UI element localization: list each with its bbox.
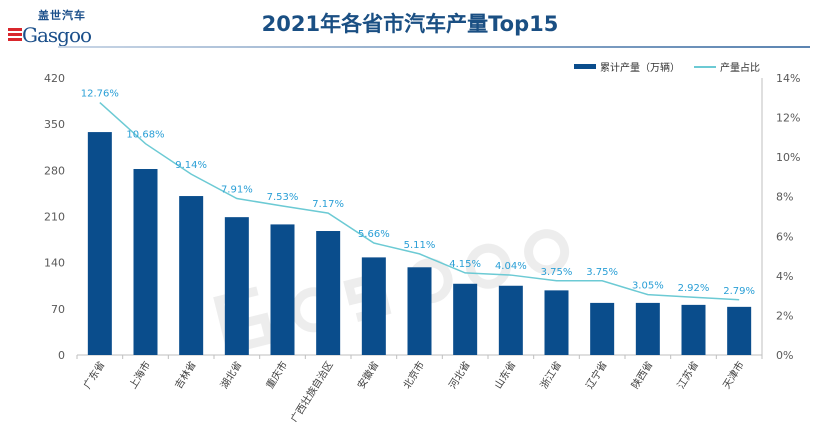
header-divider: [58, 46, 810, 48]
x-tick-label: 广西壮族自治区: [288, 359, 336, 422]
y2-tick-label: 8%: [776, 191, 793, 204]
legend: 累计产量（万辆） 产量占比: [574, 59, 760, 74]
bar: [681, 304, 706, 355]
data-label: 3.05%: [632, 281, 664, 292]
data-label: 7.17%: [312, 199, 344, 210]
x-tick-label: 重庆市: [263, 359, 290, 391]
bar: [316, 231, 341, 355]
y-tick-label: 140: [44, 257, 65, 270]
data-label: 7.53%: [267, 192, 299, 203]
bar: [270, 224, 295, 355]
legend-item-bar: 累计产量（万辆）: [574, 59, 680, 74]
bar: [224, 217, 249, 355]
x-tick-label: 湖北省: [217, 359, 244, 391]
data-label: 2.92%: [678, 283, 710, 294]
bar: [407, 267, 432, 355]
x-tick-label: 辽宁省: [583, 359, 610, 391]
y-tick-label: 420: [44, 72, 65, 85]
bar: [361, 257, 386, 355]
bar: [635, 302, 660, 355]
logo-en: Gasgoo: [22, 23, 92, 47]
x-tick-label: 安徽省: [354, 359, 381, 391]
y-tick-label: 210: [44, 211, 65, 224]
x-tick-label: 山东省: [491, 359, 518, 391]
x-tick-label: 上海市: [126, 359, 153, 391]
series-line: [99, 101, 740, 301]
data-label: 3.75%: [586, 267, 618, 278]
data-label: 4.04%: [495, 261, 527, 272]
y-tick-label: 70: [51, 303, 65, 316]
data-label: 5.11%: [404, 240, 436, 251]
bar: [498, 285, 523, 355]
x-tick-label: 吉林省: [172, 359, 199, 391]
data-label: 3.75%: [541, 267, 573, 278]
x-tick-label: 江苏省: [674, 359, 701, 391]
y2-tick-label: 6%: [776, 230, 793, 243]
x-tick-label: 河北省: [446, 359, 473, 391]
data-label: 5.66%: [358, 229, 390, 240]
data-label: 4.15%: [449, 259, 481, 270]
logo-cn: 盖世汽车: [38, 9, 86, 22]
y2-tick-label: 0%: [776, 349, 793, 362]
y-tick-label: 0: [58, 349, 65, 362]
bar: [590, 302, 615, 355]
bar: [133, 169, 158, 355]
x-tick-label: 天津市: [720, 359, 747, 391]
y2-tick-label: 2%: [776, 309, 793, 322]
chart-title: 2021年各省市汽车产量Top15: [261, 12, 559, 36]
data-label: 2.79%: [723, 286, 755, 297]
x-tick-label: 浙江省: [537, 359, 564, 391]
y2-tick-label: 12%: [776, 112, 800, 125]
bar: [727, 306, 752, 355]
legend-item-line: 产量占比: [694, 59, 760, 74]
y-tick-label: 350: [44, 118, 65, 131]
data-label: 10.68%: [126, 130, 164, 141]
y2-tick-label: 4%: [776, 270, 793, 283]
bar: [179, 196, 204, 355]
y2-tick-label: 10%: [776, 151, 800, 164]
data-label: 12.76%: [81, 89, 119, 100]
x-tick-label: 广东省: [80, 359, 107, 391]
data-label: 9.14%: [175, 160, 207, 171]
x-tick-label: 北京市: [400, 359, 427, 391]
gasgoo-logo: 盖世汽车 Gasgoo: [8, 10, 98, 48]
y-tick-label: 280: [44, 164, 65, 177]
bar: [453, 283, 478, 355]
x-tick-label: 陕西省: [628, 359, 655, 391]
bar: [544, 290, 569, 355]
data-label: 7.91%: [221, 184, 253, 195]
y2-tick-label: 14%: [776, 72, 800, 85]
bar: [87, 132, 112, 355]
